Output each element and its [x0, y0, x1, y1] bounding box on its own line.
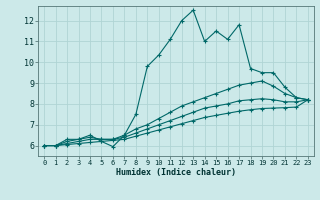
X-axis label: Humidex (Indice chaleur): Humidex (Indice chaleur) — [116, 168, 236, 177]
